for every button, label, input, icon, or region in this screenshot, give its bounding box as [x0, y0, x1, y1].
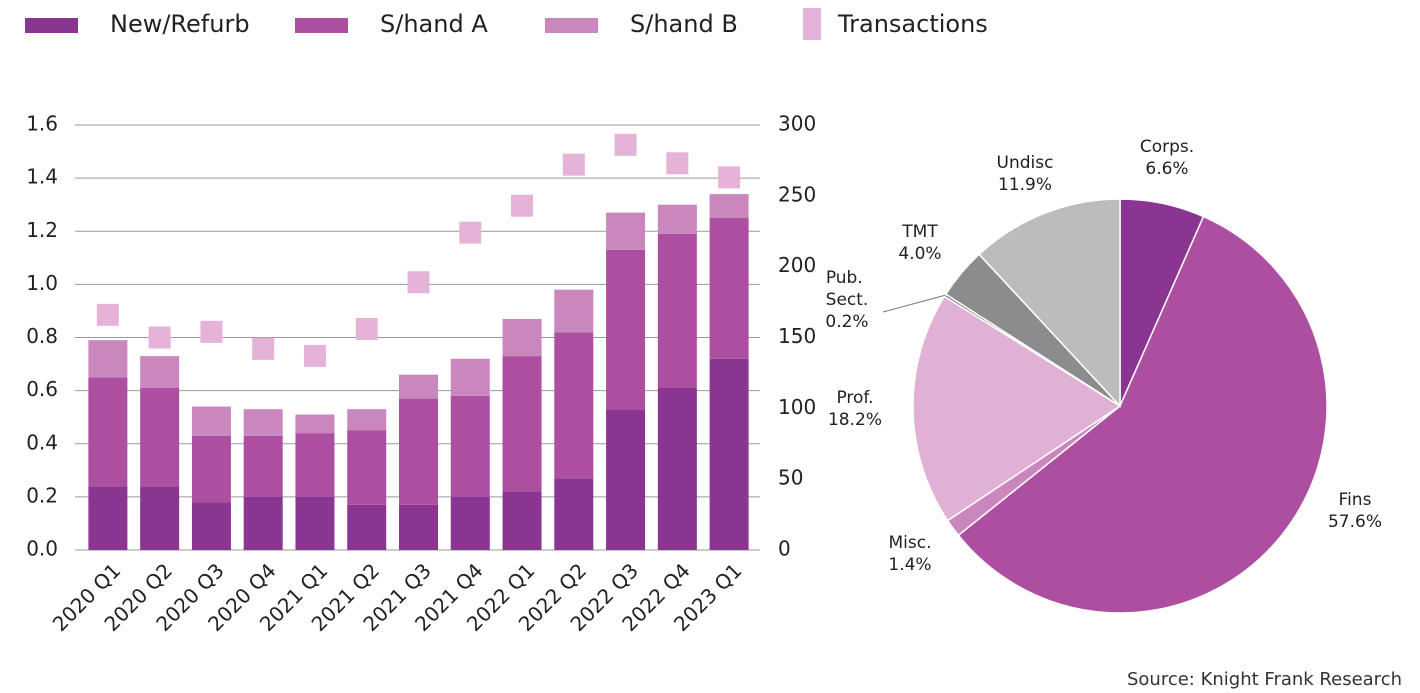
legend-swatch: [295, 18, 348, 33]
legend-swatch: [25, 18, 78, 33]
y2-tick-label: 0: [778, 537, 791, 561]
transactions-marker: [355, 318, 378, 340]
bar-segment: [295, 433, 335, 497]
pie-label-name: Prof.: [836, 388, 873, 408]
pie-label-value: 6.6%: [1145, 159, 1188, 179]
bar-segment: [243, 496, 283, 550]
bar-segment: [191, 406, 231, 436]
bar-segment: [709, 217, 749, 359]
bar-segment: [657, 204, 697, 234]
transactions-marker: [200, 320, 223, 343]
y-tick-label: 1.4: [26, 165, 58, 189]
pie-slice: [978, 198, 1121, 408]
legend-swatch: [545, 18, 598, 33]
pie-slice: [957, 215, 1328, 614]
bar-segment: [243, 409, 283, 436]
bar-segment: [502, 356, 542, 492]
y2-tick-label: 250: [778, 182, 816, 206]
legend-label: S/hand B: [630, 10, 738, 38]
bar-segment: [347, 409, 387, 431]
pie-label-name: Undisc: [997, 153, 1054, 173]
transactions-marker: [96, 303, 119, 326]
transactions-marker: [303, 344, 326, 367]
bar-segment: [140, 356, 180, 388]
bar-segment: [399, 398, 438, 505]
bar-segment: [140, 387, 180, 487]
y2-tick-label: 50: [778, 466, 803, 490]
bar-segment: [191, 435, 231, 503]
pie-label-value: 1.4%: [888, 555, 931, 575]
bar-segment: [657, 233, 697, 388]
legend-label: Transactions: [837, 10, 988, 38]
bar-segment: [450, 358, 490, 396]
transactions-marker: [252, 337, 275, 360]
pie-label-value: 57.6%: [1328, 512, 1382, 532]
y-tick-label: 0.4: [26, 430, 58, 454]
transactions-marker: [666, 152, 689, 175]
transactions-marker: [718, 166, 741, 189]
bar-segment: [191, 502, 231, 550]
y-tick-label: 0.0: [26, 537, 58, 561]
bar-segment: [295, 414, 335, 434]
bar-segment: [606, 249, 646, 410]
bar-segment: [295, 496, 335, 550]
y-tick-label: 0.8: [26, 324, 58, 348]
legend-label: New/Refurb: [110, 10, 250, 38]
pie-label-value: 4.0%: [898, 244, 941, 264]
bar-segment: [554, 332, 594, 479]
bar-segment: [140, 486, 180, 550]
y2-tick-label: 100: [778, 395, 816, 419]
bar-segment: [399, 374, 438, 399]
bar-segment: [347, 504, 387, 550]
source-note: Source: Knight Frank Research: [1127, 669, 1402, 690]
pie-label-name: Misc.: [889, 533, 932, 553]
pie-slice: [912, 295, 1122, 522]
transactions-marker: [562, 153, 585, 176]
bar-segment: [709, 194, 749, 218]
bar-segment: [554, 478, 594, 550]
bar-segment: [243, 435, 283, 497]
bar-segment: [450, 395, 490, 497]
bar-segment: [450, 496, 490, 550]
transactions-marker: [614, 133, 637, 156]
pie-label-name: Pub. Sect.: [826, 268, 869, 310]
bar-segment: [606, 409, 646, 550]
pie-label-value: 18.2%: [828, 410, 882, 430]
y-tick-label: 1.6: [26, 112, 58, 136]
pie-label-name: Corps.: [1140, 137, 1194, 157]
bar-segment: [606, 212, 646, 250]
transactions-marker: [459, 221, 482, 244]
bar-segment: [554, 289, 594, 333]
y-tick-label: 1.0: [26, 271, 58, 295]
y-tick-label: 0.2: [26, 483, 58, 507]
bar-segment: [399, 504, 438, 550]
bar-segment: [88, 340, 128, 378]
bar-segment: [657, 387, 697, 550]
bar-segment: [88, 486, 128, 550]
y2-tick-label: 300: [778, 112, 816, 136]
pie-label-value: 11.9%: [998, 175, 1052, 195]
transactions-marker: [511, 194, 534, 217]
pie-label-name: TMT: [901, 222, 938, 242]
bar-segment: [709, 358, 749, 550]
leader-line: [882, 294, 946, 313]
transactions-marker: [407, 271, 430, 294]
legend-swatch: [803, 8, 821, 40]
y2-tick-label: 150: [778, 324, 816, 348]
pie-label-name: Fins: [1339, 490, 1372, 510]
y2-tick-label: 200: [778, 253, 816, 277]
legend-label: S/hand A: [380, 10, 488, 38]
y-tick-label: 0.6: [26, 377, 58, 401]
bar-segment: [502, 491, 542, 550]
y-tick-label: 1.2: [26, 218, 58, 242]
bar-segment: [502, 318, 542, 357]
bar-segment: [88, 377, 128, 487]
transactions-marker: [148, 326, 171, 349]
pie-label-value: 0.2%: [825, 312, 868, 332]
bar-segment: [347, 430, 387, 505]
